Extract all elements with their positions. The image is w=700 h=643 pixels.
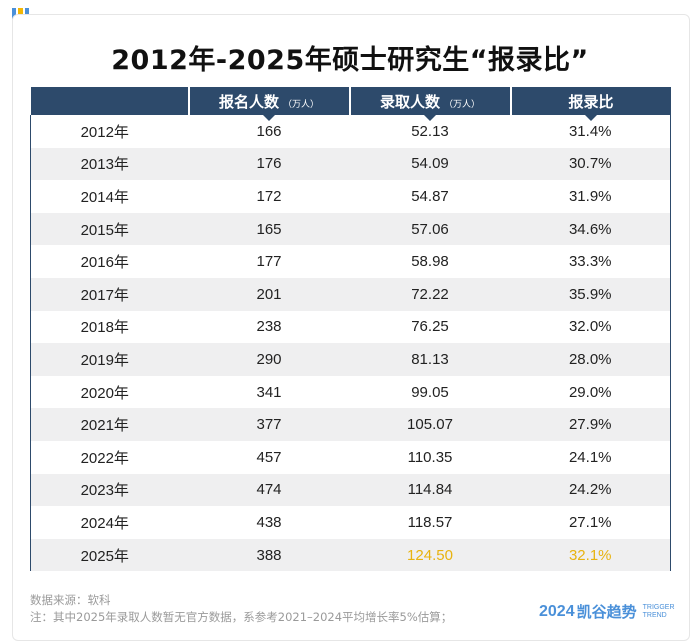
admitted-cell: 118.57 [407,513,453,531]
applicants-cell: 177 [256,253,282,271]
table-row: 2018年 238 76.25 32.0% [31,311,671,344]
ratio-cell: 27.1% [568,513,612,531]
logo-year: 2024 [539,602,575,620]
applicants-cell: 165 [188,212,350,246]
applicants-cell: 201 [188,277,350,311]
footnote-text: 注：其中2025年录取人数暂无官方数据，系参考2021–2024平均增长率5%估… [30,610,453,624]
year-cell: 2022年 [80,449,129,467]
year-cell: 2024年 [80,514,129,532]
ratio-cell: 29.0% [568,383,612,401]
ratio-cell: 33.3% [568,253,612,271]
admitted-cell: 58.98 [411,253,449,271]
table-row: 2025年 388 124.50 32.1% [30,538,671,572]
admitted-cell: 54.09 [349,147,511,181]
header-admitted: 录取人数 （万人） [348,87,511,121]
applicants-cell: 166 [256,122,282,140]
year-cell: 2015年 [30,212,189,246]
year-cell: 2023年 [30,473,189,507]
applicants-cell: 341 [256,383,282,401]
brand-logo: 2024 凯谷趋势 TRIGGER TREND [539,601,675,622]
logo-english: TRIGGER TREND [642,603,675,619]
logo-brand: 凯谷趋势 [576,603,637,621]
year-cell: 2017年 [30,277,189,311]
admitted-cell: 110.35 [407,448,453,466]
admitted-cell: 114.84 [349,473,511,507]
admitted-cell: 105.07 [349,408,511,441]
year-cell: 2018年 [80,319,129,337]
header-applicants: 报名人数 （万人） [187,87,350,121]
page-title: 2012年-2025年硕士研究生“报录比” [111,45,589,76]
year-cell: 2016年 [80,254,129,272]
table-row: 2023年 474 114.84 24.2% [30,473,671,507]
year-cell: 2019年 [30,343,189,376]
table-row: 2019年 290 81.13 28.0% [30,343,671,376]
source-text: 数据来源：软科 [30,593,111,607]
ratio-cell: 24.1% [568,448,612,466]
header-year [30,87,189,115]
table-row: 2014年 172 54.87 31.9% [31,180,671,213]
admitted-cell: 57.06 [349,212,511,246]
table-row: 2020年 341 99.05 29.0% [31,376,671,409]
table-header-row: 报名人数 （万人） 录取人数 （万人） 报录比 [30,87,671,121]
applicants-cell: 438 [256,513,282,531]
admitted-cell: 124.50 [349,538,511,572]
admitted-cell: 72.22 [349,277,511,311]
corner-logo-mark [12,8,29,19]
data-table: 报名人数 （万人） 录取人数 （万人） 报录比 2012年 166 52.13 31.4%… [30,87,671,572]
ratio-cell: 27.9% [510,408,671,441]
ratio-cell: 24.2% [510,473,671,507]
header-ratio: 报录比 [509,87,671,121]
ratio-cell: 31.9% [568,187,612,205]
table-row: 2024年 438 118.57 27.1% [31,506,671,539]
applicants-cell: 474 [188,473,350,507]
year-cell: 2012年 [80,123,129,141]
admitted-cell: 54.87 [411,187,449,205]
year-cell: 2013年 [30,147,189,181]
ratio-cell: 31.4% [568,122,612,140]
applicants-cell: 290 [188,343,350,376]
admitted-cell: 76.25 [411,318,449,336]
year-cell: 2020年 [80,384,129,402]
table-row: 2022年 457 110.35 24.1% [31,441,671,474]
ratio-cell: 34.6% [510,212,671,246]
admitted-cell: 81.13 [349,343,511,376]
applicants-cell: 377 [188,408,350,441]
ratio-cell: 30.7% [510,147,671,181]
logo-bar-blue-2 [25,8,29,19]
year-cell: 2021年 [30,408,189,441]
table-body: 2012年 166 52.13 31.4% 2013年 176 54.09 30.7% 2014… [30,115,671,572]
applicants-cell: 172 [256,187,282,205]
ratio-cell: 32.1% [510,538,671,572]
applicants-cell: 176 [188,147,350,181]
year-cell: 2025年 [30,538,189,572]
applicants-cell: 388 [188,538,350,572]
year-cell: 2014年 [80,188,129,206]
ratio-cell: 28.0% [510,343,671,376]
table-row: 2015年 165 57.06 34.6% [30,212,671,246]
applicants-cell: 457 [256,448,282,466]
ratio-cell: 32.0% [568,318,612,336]
ratio-cell: 35.9% [510,277,671,311]
applicants-cell: 238 [256,318,282,336]
table-row: 2021年 377 105.07 27.9% [30,408,671,441]
logo-bar-yellow [18,8,23,19]
table-row: 2017年 201 72.22 35.9% [30,277,671,311]
admitted-cell: 99.05 [411,383,449,401]
table-card [12,14,690,641]
table-row: 2016年 177 58.98 33.3% [31,245,671,278]
table-row: 2012年 166 52.13 31.4% [31,115,671,148]
logo-bar-blue [12,8,16,19]
table-row: 2013年 176 54.09 30.7% [30,147,671,181]
admitted-cell: 52.13 [411,122,449,140]
